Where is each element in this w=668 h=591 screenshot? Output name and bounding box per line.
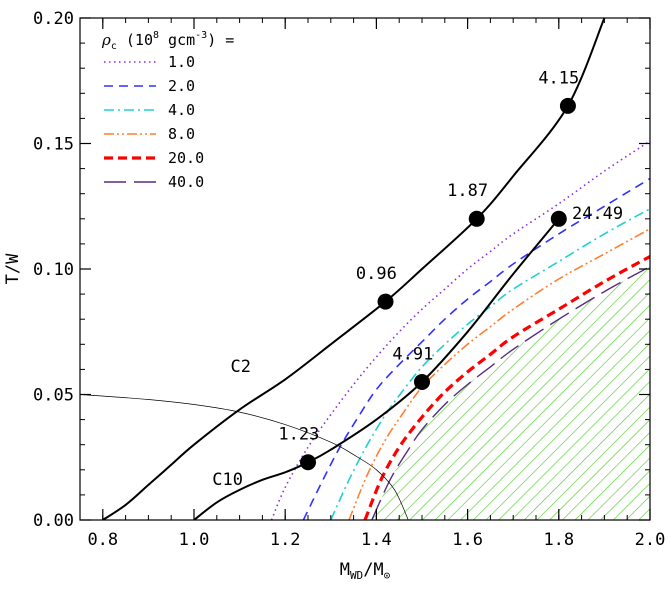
y-tick-label: 0.00 xyxy=(33,511,74,531)
point-label-C10-1: 4.91 xyxy=(392,344,433,364)
legend-label-0: 1.0 xyxy=(168,53,195,71)
density-series-line-0 xyxy=(270,140,650,520)
density-series-line-1 xyxy=(302,177,650,520)
x-tick-label: 1.8 xyxy=(543,530,574,550)
x-tick-label: 1.4 xyxy=(361,530,392,550)
x-tick-label: 0.8 xyxy=(87,530,118,550)
sequence-label-C10: C10 xyxy=(212,470,243,490)
sequence-point-C10-1 xyxy=(414,373,430,390)
y-tick-label: 0.20 xyxy=(33,9,74,29)
point-label-C2-1: 1.87 xyxy=(447,181,488,201)
density-series-line-5 xyxy=(371,265,650,520)
unstable-region-hatch xyxy=(371,266,650,520)
sequence-point-C2-0 xyxy=(377,293,394,310)
legend-label-5: 40.0 xyxy=(168,173,204,191)
legend-title: ρc (108 gcm-3) = xyxy=(101,30,234,52)
point-label-C10-0: 1.23 xyxy=(278,425,319,445)
legend-label-2: 4.0 xyxy=(168,101,195,119)
y-tick-label: 0.15 xyxy=(33,135,74,155)
thin-curve xyxy=(80,394,409,520)
x-tick-label: 1.6 xyxy=(452,530,483,550)
legend-label-3: 8.0 xyxy=(168,125,195,143)
point-label-C2-2: 4.15 xyxy=(538,68,579,88)
legend-label-1: 2.0 xyxy=(168,77,195,95)
sequence-point-C2-2 xyxy=(559,97,576,114)
point-label-C2-0: 0.96 xyxy=(356,264,397,284)
x-tick-label: 1.0 xyxy=(179,530,210,550)
density-series-group xyxy=(270,140,650,520)
sequence-label-C2: C2 xyxy=(230,357,250,377)
legend-label-4: 20.0 xyxy=(168,149,204,167)
y-axis-title: T/W xyxy=(3,253,23,284)
sequence-line-C2 xyxy=(102,18,606,520)
thin-curve-group xyxy=(80,394,409,520)
sequence-curves-group: C2 0.96 1.87 4.15 C10 1.23 4.91 24.49 xyxy=(102,18,623,520)
legend: ρc (108 gcm-3) =1.0 2.0 4.0 8.0 20.0 40.0 xyxy=(101,30,234,191)
unstable-region xyxy=(371,266,650,520)
density-series-line-4 xyxy=(363,255,650,520)
sequence-point-C10-2 xyxy=(550,210,567,227)
y-tick-label: 0.10 xyxy=(33,260,74,280)
sequence-point-C10-0 xyxy=(300,454,316,471)
density-series-line-3 xyxy=(348,228,650,520)
sequence-point-C2-1 xyxy=(468,210,485,227)
x-tick-label: 2.0 xyxy=(635,530,666,550)
axis-ticks: 0.8 1.0 1.2 1.4 1.6 1.8 2.0 0.00 0.05 0.10 0.15 0.2… xyxy=(33,9,665,550)
point-label-C10-2: 24.49 xyxy=(572,204,623,224)
x-tick-label: 1.2 xyxy=(270,530,301,550)
x-axis-title: MWD/M⊙ xyxy=(340,560,391,582)
density-series-line-2 xyxy=(330,208,650,520)
sequence-line-C10 xyxy=(193,218,560,520)
y-tick-label: 0.05 xyxy=(33,386,74,406)
